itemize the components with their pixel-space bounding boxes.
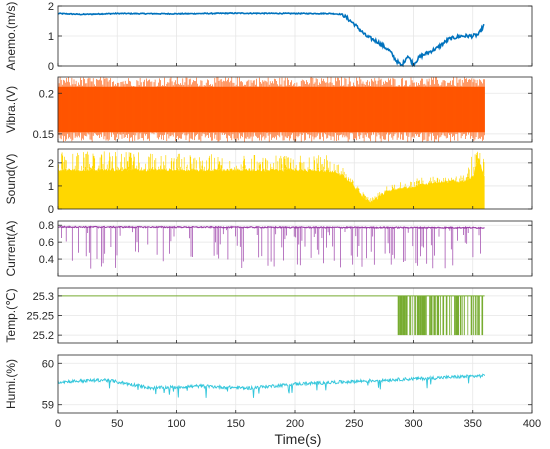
panel-1: 0 1 2 Anemo.(m/s) <box>4 1 533 73</box>
series-line <box>57 11 485 68</box>
x-tick-label: 0 <box>55 418 61 430</box>
panel-6: 59 60 Humi.(%) <box>4 354 533 414</box>
series-2 <box>57 77 485 142</box>
y-tick-label: 60 <box>42 358 54 370</box>
y-tick-label: 25.3 <box>33 291 54 303</box>
series-3 <box>58 151 485 209</box>
x-axis: 0 50 100 150 200 250 300 350 400 <box>55 418 541 430</box>
panel-4: 0.4 0.6 0.8 Current(A) <box>4 220 533 277</box>
series-spikes <box>57 77 485 142</box>
y-tick-label: 0.2 <box>39 88 54 100</box>
y-tick-label: 0.15 <box>33 129 54 141</box>
y-tick-label: 59 <box>42 400 54 412</box>
x-tick-label: 100 <box>167 418 185 430</box>
series-4 <box>57 225 485 269</box>
y-tick-label: 0 <box>48 61 54 73</box>
x-axis-label: Time(s) <box>275 431 322 447</box>
x-tick-label: 150 <box>227 418 245 430</box>
y-axis-label: Vibra.(V) <box>4 86 18 133</box>
y-tick-label: 0.4 <box>39 254 54 266</box>
y-axis-label: Current(A) <box>4 220 18 276</box>
panels: 0 1 2 Anemo.(m/s) 0.15 0.2 Vibra.(V) 0 1 2 Sound(V… <box>4 1 533 414</box>
x-tick-label: 400 <box>523 418 541 430</box>
y-tick-label: 1 <box>48 31 54 43</box>
y-axis-label: Humi.(%) <box>4 359 18 409</box>
y-tick-label: 25.2 <box>33 330 54 342</box>
y-tick-label: 2 <box>48 158 54 170</box>
series-dips <box>61 226 481 269</box>
y-tick-label: 0.6 <box>39 237 54 249</box>
series-spikes <box>58 151 485 203</box>
panel-2: 0.15 0.2 Vibra.(V) <box>4 76 533 143</box>
series-6 <box>57 373 486 398</box>
x-tick-label: 250 <box>345 418 363 430</box>
y-axis-label: Anemo.(m/s) <box>4 2 18 71</box>
series-1 <box>57 11 485 68</box>
y-tick-label: 25.25 <box>26 311 54 323</box>
panel-5: 25.2 25.25 25.3 Temp.(℃) <box>4 287 533 344</box>
panel-3: 0 1 2 Sound(V) <box>4 148 533 216</box>
series-5 <box>58 295 485 336</box>
y-axis-label: Temp.(℃) <box>4 288 18 342</box>
y-tick-label: 2 <box>48 1 54 13</box>
series-line <box>57 373 486 398</box>
x-tick-label: 200 <box>286 418 304 430</box>
x-tick-label: 50 <box>111 418 123 430</box>
series-switching <box>397 295 484 336</box>
y-tick-label: 0 <box>48 204 54 216</box>
y-axis-label: Sound(V) <box>4 154 18 205</box>
y-tick-label: 1 <box>48 181 54 193</box>
x-tick-label: 300 <box>404 418 422 430</box>
y-tick-label: 0.8 <box>39 220 54 232</box>
x-tick-label: 350 <box>464 418 482 430</box>
series-area <box>58 158 485 209</box>
